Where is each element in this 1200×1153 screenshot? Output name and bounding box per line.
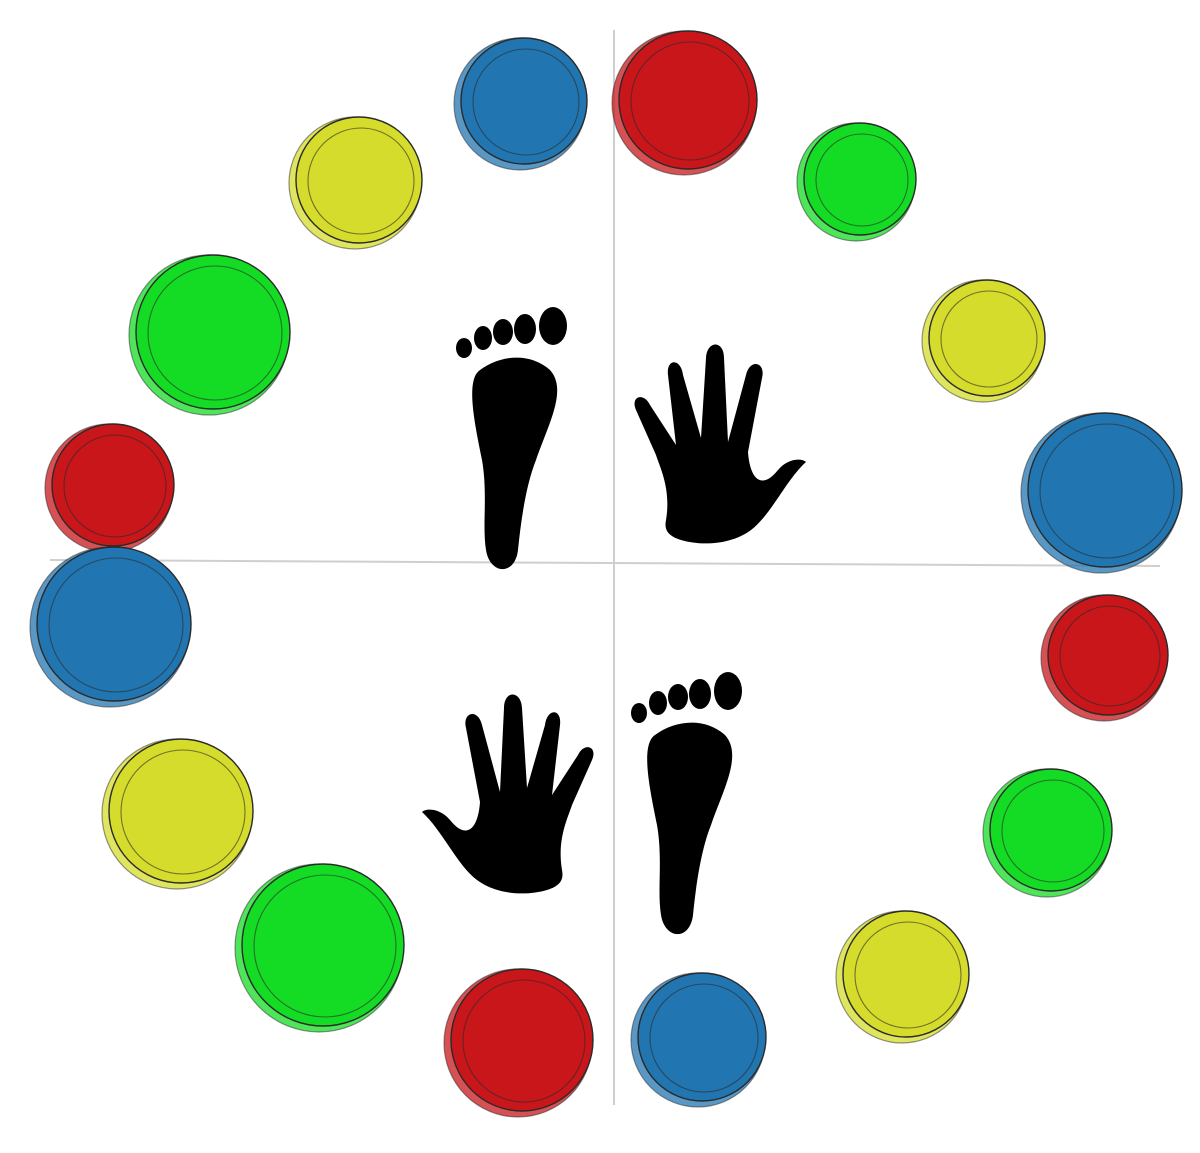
right-foot-foot-icon — [631, 672, 742, 935]
bottom-right-green-spot[interactable] — [982, 768, 1113, 898]
color-spots — [29, 30, 1183, 1118]
bottom-right-blue-spot[interactable] — [630, 972, 767, 1108]
top-right-green-spot[interactable] — [796, 122, 917, 242]
top-left-green-spot[interactable] — [128, 254, 291, 416]
horizontal-divider — [49, 559, 1161, 567]
top-right-yellow-spot[interactable] — [921, 279, 1046, 403]
left-foot-foot-icon — [456, 307, 567, 570]
right-hand-hand-icon — [634, 344, 806, 544]
bottom-left-yellow-spot[interactable] — [101, 738, 254, 890]
quadrant-dividers — [49, 30, 1161, 1105]
top-right-blue-spot[interactable] — [1020, 412, 1183, 574]
bottom-left-green-spot[interactable] — [234, 863, 405, 1033]
bottom-right-yellow-spot[interactable] — [835, 910, 970, 1044]
top-left-yellow-spot[interactable] — [288, 116, 423, 250]
top-left-red-spot[interactable] — [44, 423, 175, 553]
bottom-right-red-spot[interactable] — [1040, 594, 1169, 722]
top-right-red-spot[interactable] — [611, 30, 758, 176]
bottom-left-red-spot[interactable] — [443, 968, 594, 1118]
top-left-blue-spot[interactable] — [453, 37, 588, 171]
bottom-left-blue-spot[interactable] — [29, 546, 192, 708]
left-hand-hand-icon — [422, 694, 594, 894]
